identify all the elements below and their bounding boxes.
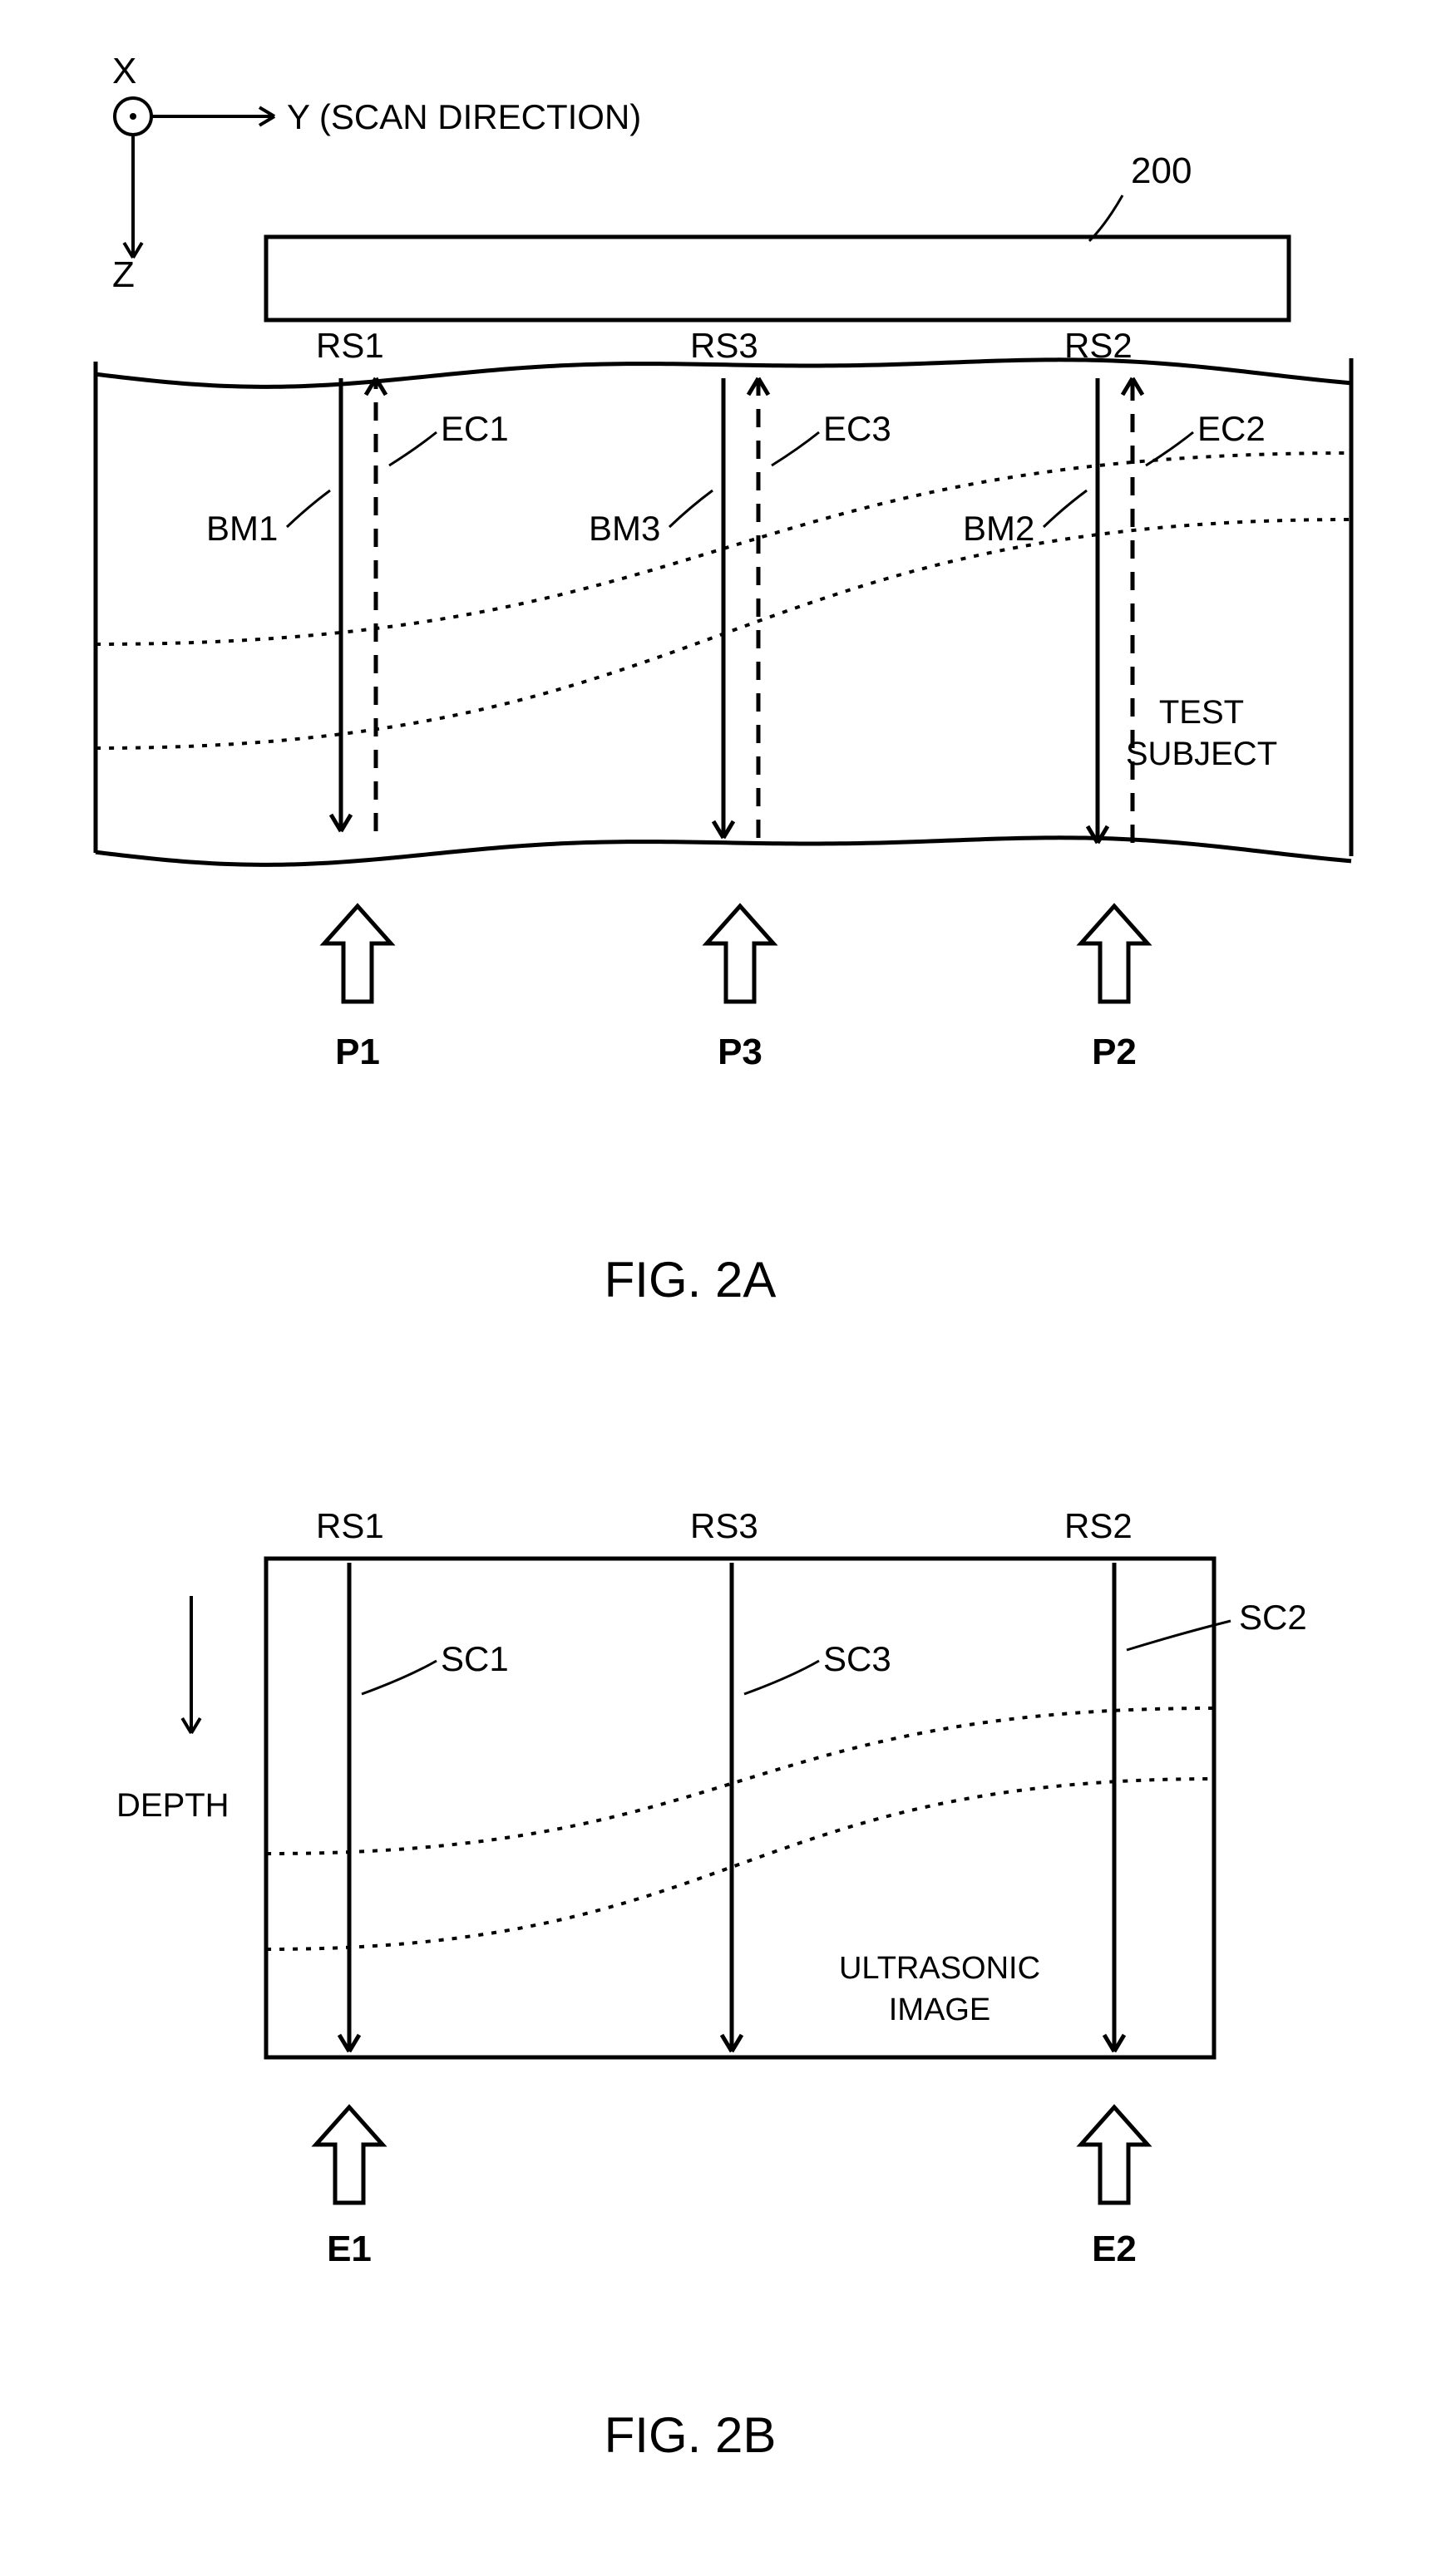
label-e: E1 — [327, 2229, 372, 2269]
axis-label-x: X — [112, 51, 136, 91]
leader-line — [744, 1661, 819, 1694]
label-200: 200 — [1131, 150, 1192, 191]
leader-line — [389, 432, 437, 465]
leader-line — [287, 490, 330, 527]
label-p: P3 — [718, 1032, 762, 1072]
label-test: TEST — [1159, 694, 1244, 731]
label-e: E2 — [1092, 2229, 1137, 2269]
label-ec: EC1 — [441, 409, 509, 448]
label-bm: BM2 — [963, 509, 1034, 548]
axis-label-z: Z — [112, 254, 135, 295]
label-sc: SC3 — [823, 1639, 891, 1678]
label-rs3-b: RS3 — [690, 1506, 758, 1545]
label-bm: BM3 — [589, 509, 660, 548]
leader-line — [772, 432, 819, 465]
x-axis-dot — [130, 113, 136, 120]
hollow-arrow — [1081, 2107, 1147, 2203]
label-rs2: RS2 — [1064, 326, 1133, 365]
fig-caption-b: FIG. 2B — [605, 2407, 777, 2463]
ultrasonic-image-box — [266, 1559, 1214, 2057]
transducer — [266, 237, 1289, 320]
leader-line — [362, 1661, 437, 1694]
leader-line — [669, 490, 713, 527]
label-rs3: RS3 — [690, 326, 758, 365]
label-sc: SC2 — [1239, 1598, 1307, 1637]
label-rs1-b: RS1 — [316, 1506, 384, 1545]
tissue-lower-b — [266, 1779, 1214, 1949]
tissue-upper-b — [266, 1708, 1214, 1854]
hollow-arrow — [1081, 906, 1147, 1002]
label-ec: EC3 — [823, 409, 891, 448]
label-sc: SC1 — [441, 1639, 509, 1678]
fig-caption-a: FIG. 2A — [605, 1252, 777, 1308]
label-ultra2: IMAGE — [889, 1992, 990, 2027]
label-ec: EC2 — [1197, 409, 1266, 448]
label-p: P1 — [335, 1032, 380, 1072]
label-rs1: RS1 — [316, 326, 384, 365]
label-p: P2 — [1092, 1032, 1137, 1072]
hollow-arrow — [316, 2107, 382, 2203]
leader-line — [1089, 195, 1123, 241]
label-rs2-b: RS2 — [1064, 1506, 1133, 1545]
label-ultra1: ULTRASONIC — [839, 1951, 1040, 1986]
subject-bottom — [96, 838, 1351, 865]
label-bm: BM1 — [206, 509, 278, 548]
leader-line — [1044, 490, 1087, 527]
hollow-arrow — [707, 906, 773, 1002]
axis-label-y: Y (SCAN DIRECTION) — [287, 97, 641, 136]
label-subject: SUBJECT — [1126, 736, 1277, 772]
label-depth: DEPTH — [116, 1787, 229, 1824]
hollow-arrow — [324, 906, 391, 1002]
